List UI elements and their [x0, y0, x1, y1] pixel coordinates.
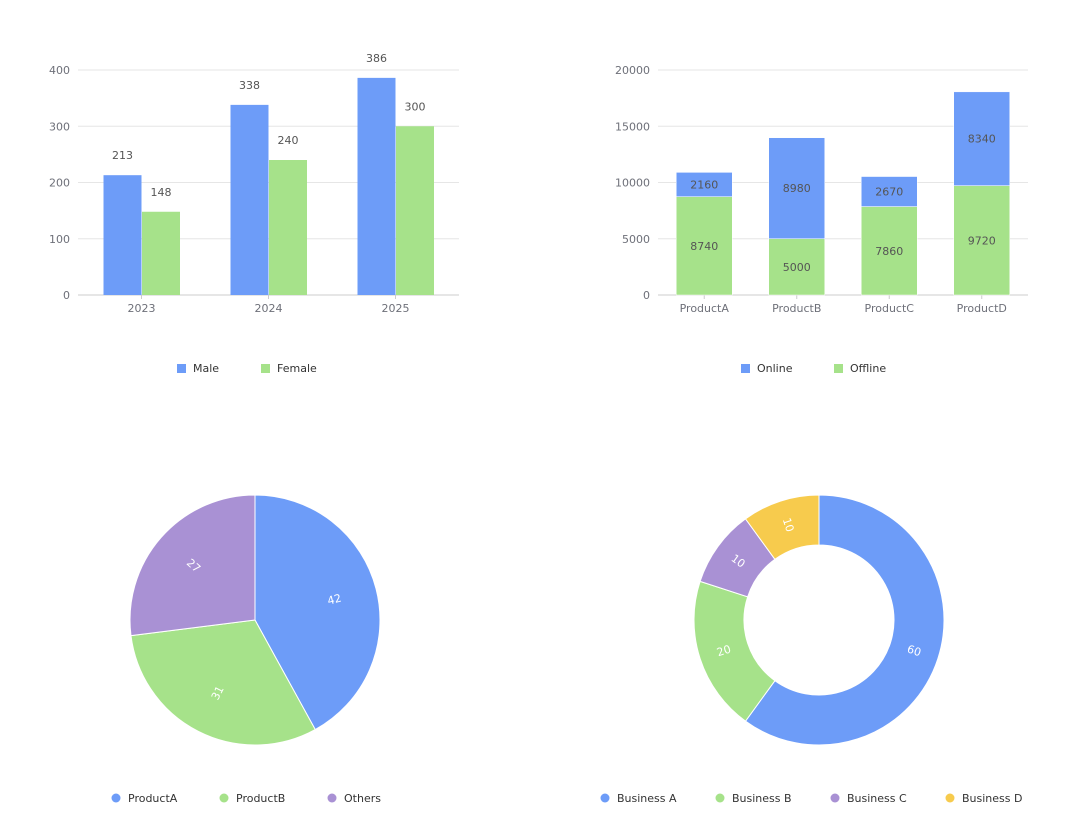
legend-swatch-icon — [177, 364, 186, 373]
x-tick-label: 2025 — [382, 302, 410, 315]
y-tick-label: 20000 — [615, 64, 650, 77]
legend-item[interactable]: Online — [741, 362, 793, 375]
y-tick-label: 0 — [643, 289, 650, 302]
legend-label: Others — [344, 792, 381, 805]
bar-female — [269, 160, 307, 295]
legend-products: ProductA ProductB Others — [111, 792, 382, 805]
bar-female — [396, 126, 434, 295]
legend-item[interactable]: Male — [177, 362, 219, 375]
legend-label: Online — [757, 362, 793, 375]
x-tick-label: ProductD — [957, 302, 1007, 315]
bar-online — [953, 91, 1010, 186]
bar-male — [230, 104, 269, 295]
x-tick-label: ProductB — [772, 302, 821, 315]
bar-male — [357, 77, 396, 295]
legend-dot-icon — [715, 793, 725, 803]
legend-dot-icon — [219, 793, 229, 803]
slice-others — [129, 494, 256, 637]
legend-item[interactable]: ProductB — [219, 792, 286, 805]
data-label: 213 — [112, 149, 133, 162]
bar-online — [768, 137, 825, 240]
legend-swatch-icon — [741, 364, 750, 373]
data-label: 338 — [239, 79, 260, 92]
legend-label: ProductB — [236, 792, 285, 805]
data-label: 8980 — [783, 182, 811, 195]
y-tick-label: 0 — [63, 289, 70, 302]
legend-item[interactable]: ProductA — [111, 792, 178, 805]
legend-dot-icon — [830, 793, 840, 803]
x-tick-label: 2023 — [128, 302, 156, 315]
y-tick-label: 15000 — [615, 120, 650, 133]
legend-item[interactable]: Female — [261, 362, 317, 375]
legend-dot-icon — [327, 793, 337, 803]
y-tick-label: 100 — [49, 233, 70, 246]
slice-productb — [130, 619, 316, 746]
legend-item[interactable]: Business B — [715, 792, 792, 805]
bar-offline — [676, 196, 733, 296]
legend-label: Female — [277, 362, 317, 375]
slice-label: 42 — [326, 592, 343, 608]
data-label: 5000 — [783, 261, 811, 274]
data-label: 240 — [278, 134, 299, 147]
x-tick-label: ProductC — [865, 302, 915, 315]
data-label: 8740 — [690, 240, 718, 253]
x-tick-label: ProductA — [680, 302, 730, 315]
slice-label: 60 — [905, 643, 922, 660]
x-tick-label: 2024 — [255, 302, 283, 315]
y-tick-label: 200 — [49, 177, 70, 190]
bar-online — [676, 172, 733, 197]
y-tick-label: 5000 — [622, 233, 650, 246]
legend-business: Business A Business B Business C Business D — [600, 792, 1023, 805]
slice-business-a — [744, 494, 945, 746]
slice-label: 31 — [209, 684, 227, 702]
legend-label: Business D — [962, 792, 1022, 805]
data-label: 300 — [405, 100, 426, 113]
legend-label: Business C — [847, 792, 907, 805]
legend-channel: Online Offline — [741, 362, 886, 375]
legend-item[interactable]: Business A — [600, 792, 678, 805]
legend-item[interactable]: Offline — [834, 362, 886, 375]
slice-producta — [254, 494, 381, 731]
legend-swatch-icon — [261, 364, 270, 373]
y-tick-label: 400 — [49, 64, 70, 77]
legend-item[interactable]: Others — [327, 792, 382, 805]
bar-female — [142, 211, 180, 295]
legend-dot-icon — [111, 793, 121, 803]
y-tick-label: 10000 — [615, 177, 650, 190]
legend-label: Business A — [617, 792, 677, 805]
legend-dot-icon — [600, 793, 610, 803]
data-label: 2160 — [690, 179, 718, 192]
bar-offline — [861, 206, 918, 296]
legend-label: ProductA — [128, 792, 178, 805]
legend-swatch-icon — [834, 364, 843, 373]
data-label: 7860 — [875, 245, 903, 258]
data-label: 8340 — [968, 133, 996, 146]
legend-gender: Male Female — [177, 362, 317, 375]
bar-online — [861, 176, 918, 207]
legend-label: Business B — [732, 792, 792, 805]
data-label: 386 — [366, 52, 387, 65]
bar-chart-1: 0 5000 10000 15000 20000 ProductA 8740 2160 Prod… — [615, 64, 1028, 315]
bar-male — [103, 175, 142, 295]
legend-item[interactable]: Business D — [945, 792, 1023, 805]
data-label: 9720 — [968, 234, 996, 247]
slice-business-d — [744, 494, 820, 561]
legend-item[interactable]: Business C — [830, 792, 908, 805]
slice-label: 20 — [715, 643, 732, 660]
legend-dot-icon — [945, 793, 955, 803]
bar-chart-0: 0 100 200 300 400 2023 213 148 2024 338 240 2025 386… — [49, 52, 459, 315]
y-tick-label: 300 — [49, 120, 70, 133]
legend-label: Offline — [850, 362, 886, 375]
data-label: 148 — [151, 186, 172, 199]
legend-label: Male — [193, 362, 219, 375]
data-label: 2670 — [875, 186, 903, 199]
bar-offline — [768, 238, 825, 296]
slice-label: 10 — [780, 516, 797, 533]
